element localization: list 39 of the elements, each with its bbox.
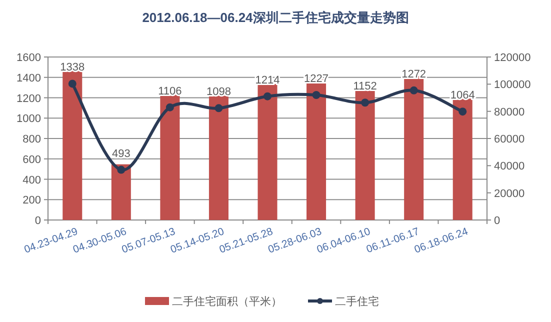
chart-title: 2012.06.18—06.24深圳二手住宅成交量走势图 (142, 10, 409, 25)
bar (258, 84, 278, 220)
y-tick-label: 1000 (16, 113, 41, 126)
y-tick-label: 1600 (16, 52, 41, 64)
data-label: 493 (112, 148, 130, 160)
y-tick-label: 0 (34, 215, 41, 227)
y-tick-label: 1200 (16, 92, 41, 105)
y2-tick-label: 0 (494, 215, 500, 227)
y2-tick-label: 80000 (494, 106, 525, 118)
bar (62, 69, 82, 220)
bar (404, 76, 424, 220)
y-tick-label: 200 (22, 194, 41, 207)
point (361, 98, 370, 107)
y2-tick-label: 40000 (494, 160, 525, 173)
legend-label: 二手住宅 (335, 295, 379, 308)
point (166, 103, 174, 112)
legend-label: 二手住宅面积（平米） (172, 295, 282, 308)
bar (452, 98, 472, 220)
point (458, 108, 467, 116)
data-label: 1098 (206, 86, 231, 98)
y-tick-label: 1400 (16, 72, 41, 84)
point (264, 92, 272, 100)
point (117, 166, 126, 174)
y-tick-label: 400 (22, 174, 41, 186)
point (214, 104, 223, 112)
bar (111, 164, 131, 220)
data-label: 1227 (304, 73, 329, 85)
point (68, 80, 76, 88)
point (312, 91, 320, 99)
y-tick-label: 600 (22, 154, 41, 166)
y2-tick-label: 100000 (494, 79, 531, 92)
y2-tick-label: 60000 (494, 134, 525, 146)
y2-tick-label: 20000 (494, 188, 525, 200)
y2-tick-label: 120000 (494, 52, 531, 64)
point (410, 86, 418, 94)
bar (160, 94, 180, 220)
data-label: 1214 (255, 74, 280, 86)
bar (208, 96, 228, 220)
y-tick-label: 800 (22, 134, 41, 146)
